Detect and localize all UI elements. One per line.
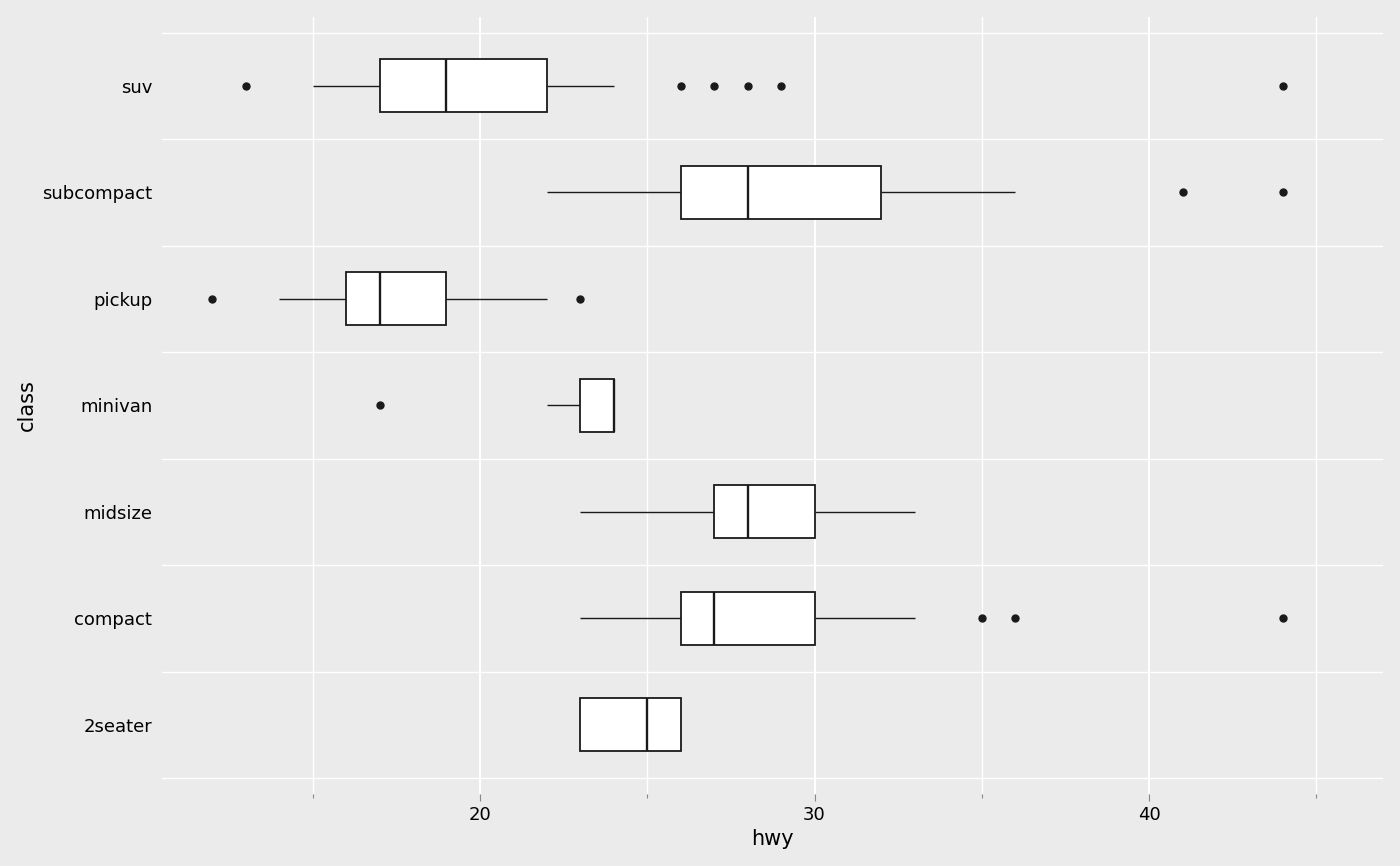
Bar [680,165,882,219]
Bar [379,59,547,113]
Bar [581,698,680,752]
X-axis label: hwy: hwy [752,830,794,850]
Bar [581,378,613,432]
Y-axis label: class: class [17,379,36,431]
Bar [680,591,815,645]
Bar [714,485,815,539]
Bar [346,272,447,326]
